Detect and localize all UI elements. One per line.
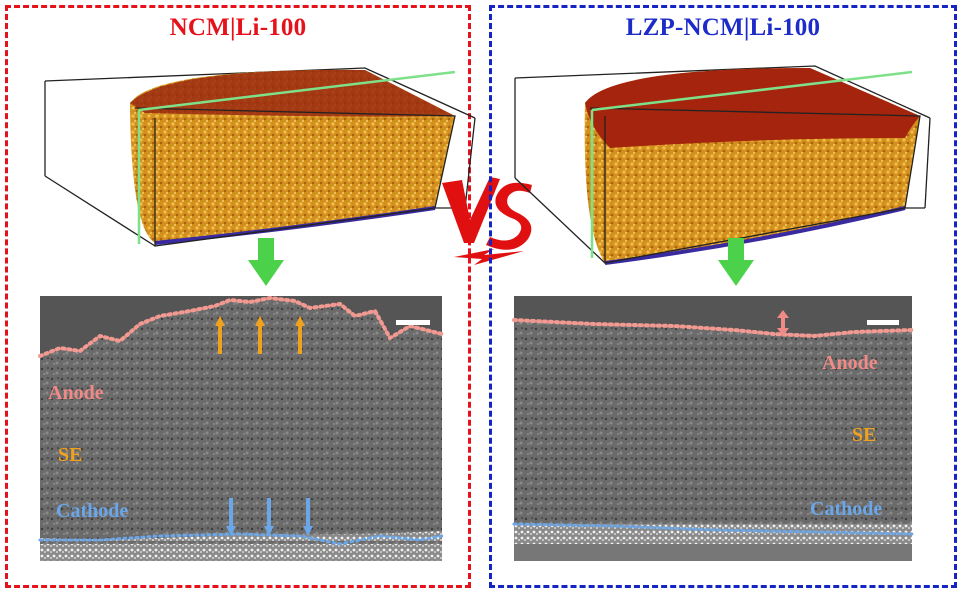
left-sem-image — [38, 295, 444, 561]
left-se-label: SE — [58, 444, 83, 466]
left-panel: NCM|Li-100 — [5, 5, 476, 588]
left-panel-title: NCM|Li-100 — [169, 14, 307, 41]
right-scale-bar — [867, 320, 899, 325]
left-cathode-label: Cathode — [56, 500, 129, 522]
left-3d-render — [44, 67, 476, 247]
blue-down-arrow-icon — [226, 498, 313, 536]
green-down-arrow-icon — [718, 238, 754, 286]
right-panel: LZP-NCM|Li-100 Anode SE Cathode — [489, 5, 957, 588]
left-scale-bar — [396, 320, 430, 325]
right-anode-label: Anode — [822, 352, 878, 374]
right-se-label: SE — [852, 424, 877, 446]
green-down-arrow-icon — [248, 238, 284, 286]
right-3d-render — [514, 65, 931, 265]
left-anode-label: Anode — [48, 382, 104, 404]
pink-double-arrow-icon — [777, 310, 789, 336]
right-sem-image — [512, 296, 914, 561]
right-panel-title: LZP-NCM|Li-100 — [625, 14, 821, 41]
orange-up-arrow-icon — [215, 316, 305, 354]
right-cathode-label: Cathode — [810, 498, 883, 520]
